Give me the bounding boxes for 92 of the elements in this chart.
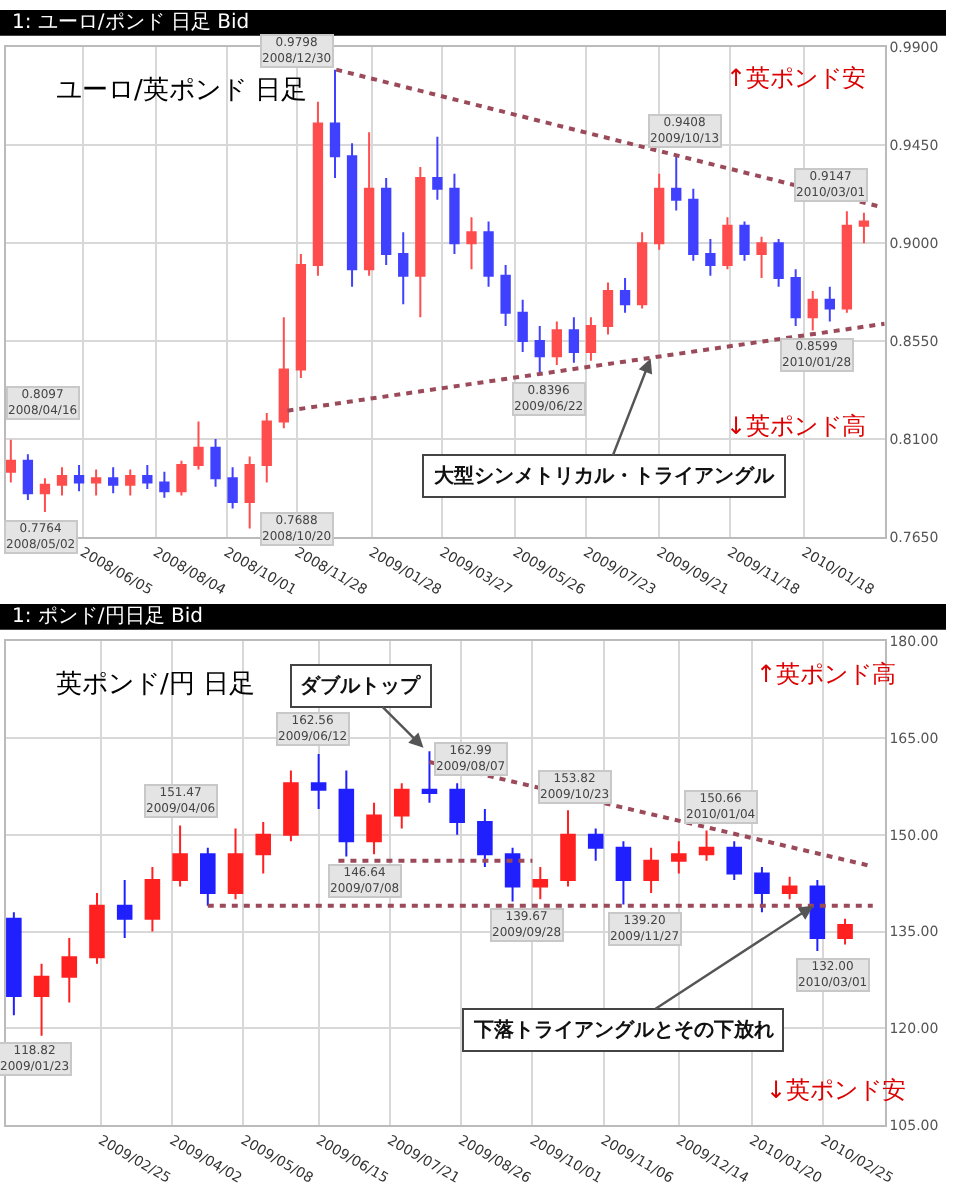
candlestick — [193, 420, 204, 471]
annotation: 大型シンメトリカル・トライアングル — [432, 464, 776, 488]
candlestick — [790, 268, 801, 327]
candlestick — [722, 216, 733, 271]
candlestick — [432, 135, 443, 201]
candlestick — [841, 210, 853, 314]
candlestick — [585, 316, 597, 362]
candlestick — [56, 466, 68, 497]
candlestick — [346, 142, 358, 288]
candlestick — [602, 281, 614, 336]
candlestick — [517, 298, 528, 353]
candlestick — [73, 464, 85, 493]
candlestick — [366, 801, 382, 856]
candlestick — [754, 866, 770, 914]
text: 英ポンド/円 日足 — [56, 670, 256, 700]
candlestick — [22, 453, 34, 501]
candlestick — [773, 237, 784, 288]
candlestick — [705, 237, 716, 277]
candlestick — [310, 752, 327, 811]
annotation: 下落トライアングルとその下放れ — [472, 1018, 774, 1042]
candlestick — [39, 477, 51, 514]
candlestick — [393, 782, 410, 830]
candlestick — [824, 285, 835, 323]
candlestick — [421, 750, 438, 804]
candlestick — [108, 466, 119, 495]
candlestick — [261, 411, 272, 484]
candlestick — [398, 231, 409, 306]
candlestick — [255, 820, 271, 875]
candlestick — [726, 840, 743, 881]
candlestick — [312, 100, 324, 277]
candlestick — [532, 866, 549, 901]
candlestick — [698, 829, 715, 862]
candlestick — [89, 891, 105, 965]
candlestick — [654, 172, 665, 251]
candlestick — [125, 468, 136, 497]
candlestick — [671, 153, 682, 212]
annotation: ↓英ポンド安 — [766, 1076, 907, 1104]
candlestick — [615, 840, 632, 906]
candlestick — [415, 166, 426, 319]
candlestick — [159, 470, 170, 499]
candlestick — [449, 782, 465, 836]
candlestick — [643, 846, 659, 894]
candlestick — [504, 846, 521, 903]
candlestick — [781, 875, 798, 901]
candlestick — [858, 211, 870, 245]
candlestick — [363, 131, 375, 277]
candlestick — [587, 827, 604, 862]
candlestick — [295, 253, 307, 380]
candlestick — [568, 316, 580, 364]
candlestick — [381, 176, 392, 266]
candlestick — [33, 962, 50, 1037]
candlestick — [688, 187, 699, 262]
candlestick — [739, 220, 750, 262]
candlestick — [483, 220, 494, 288]
candlestick — [144, 866, 161, 933]
candlestick — [338, 769, 355, 858]
candlestick — [449, 172, 460, 256]
candlestick — [227, 466, 238, 510]
candlestick — [756, 235, 767, 280]
text: ユーロ/英ポンド 日足 — [56, 76, 308, 106]
candlestick — [283, 769, 299, 843]
chart-subtitle: 1: ユーロ/ポンド 日足 Bid — [12, 12, 250, 34]
candlestick — [200, 846, 216, 907]
candlestick — [329, 68, 341, 179]
candlestick — [837, 917, 853, 946]
annotation: ↑英ポンド高 — [756, 660, 897, 688]
candlestick — [636, 231, 648, 310]
annotation: ダブルトップ — [300, 674, 422, 698]
annotation: ↓英ポンド高 — [726, 412, 867, 440]
candlestick — [5, 438, 16, 484]
candlestick — [227, 827, 244, 901]
candlestick — [560, 809, 576, 888]
candlestick — [244, 455, 255, 530]
candlestick — [172, 824, 188, 888]
candlestick — [466, 216, 477, 271]
candlestick — [534, 324, 545, 376]
candlestick — [477, 808, 493, 869]
candlestick — [619, 277, 631, 314]
candlestick — [116, 878, 133, 940]
candlestick — [61, 937, 78, 1004]
candlestick — [6, 911, 22, 1017]
candlestick — [671, 840, 687, 875]
candlestick — [500, 263, 511, 327]
annotation: ↑英ポンド安 — [726, 64, 867, 92]
candlestick — [176, 459, 187, 497]
candlestick — [278, 316, 289, 430]
chart-subtitle: 1: ポンド/円日足 Bid — [12, 606, 203, 628]
candlestick — [807, 290, 818, 332]
candlestick — [90, 468, 102, 497]
candlestick — [210, 437, 221, 488]
candlestick — [551, 320, 562, 367]
candlestick — [142, 464, 153, 491]
